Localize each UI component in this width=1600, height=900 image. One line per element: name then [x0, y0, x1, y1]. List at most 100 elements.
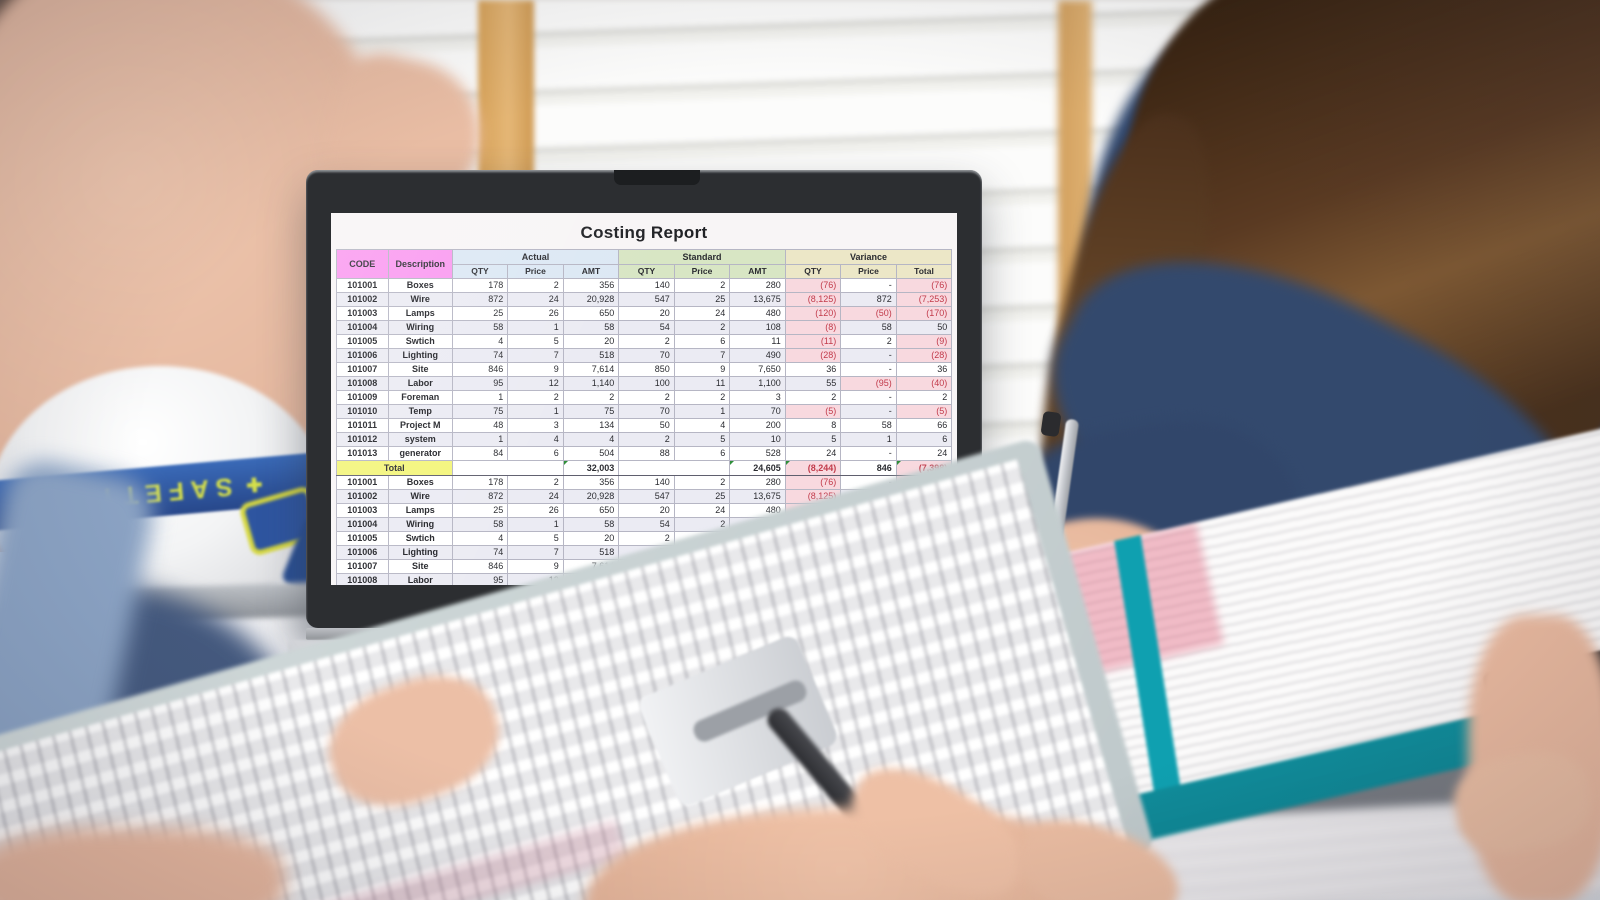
cell: 2: [784, 390, 842, 405]
cell: 24: [507, 489, 564, 504]
cell: (8): [784, 320, 842, 335]
cell: (11): [784, 334, 842, 349]
column-header-code: CODE: [335, 249, 389, 279]
cell: 480: [729, 306, 786, 321]
cell: 1: [507, 517, 564, 532]
cell: 7: [507, 545, 564, 560]
cell: 11: [673, 376, 731, 391]
cell: (28): [784, 348, 842, 363]
cell: 100: [618, 376, 675, 391]
cell: 101001: [335, 278, 389, 293]
cell: 528: [729, 446, 786, 461]
cell: 88: [618, 446, 675, 461]
cell: (7,253): [895, 292, 953, 307]
cell: -: [840, 446, 897, 461]
cell: 2: [840, 334, 897, 349]
cell: 7,614: [562, 362, 620, 377]
pen-right-cap: [1040, 410, 1062, 438]
cell: 101003: [335, 503, 389, 518]
cell: Wire: [387, 489, 453, 504]
cell: 140: [618, 475, 675, 490]
cell: 5: [784, 432, 842, 447]
cell: 872: [451, 292, 509, 307]
cell: 2: [673, 390, 731, 405]
cell: 25: [451, 503, 509, 518]
cell: 2: [618, 432, 675, 447]
cell: (76): [895, 278, 953, 293]
cell: 6: [673, 334, 731, 349]
cell: 356: [562, 278, 620, 293]
cell: 4: [673, 418, 731, 433]
cell: 54: [618, 517, 675, 532]
cell: 178: [451, 278, 509, 293]
cell: 50: [895, 320, 953, 335]
table-row: 101012 system 1 4 4 2 5 10 5 1 6: [335, 432, 953, 447]
cell: 58: [840, 418, 897, 433]
cell: 101007: [335, 362, 389, 377]
cell: 650: [562, 306, 620, 321]
cell: 24: [673, 306, 731, 321]
cell: 70: [618, 404, 675, 419]
column-header-actual-qty: QTY: [451, 264, 509, 279]
cell: 95: [451, 573, 509, 585]
cell: 2: [507, 390, 564, 405]
cell: 101008: [335, 376, 389, 391]
cell: 24: [784, 446, 842, 461]
cell: (8,244): [784, 460, 842, 476]
cell: 6: [507, 446, 564, 461]
cell: 178: [451, 475, 509, 490]
cell: 58: [451, 517, 509, 532]
cell: 24,605: [729, 460, 786, 476]
column-header-standard-qty: QTY: [618, 264, 675, 279]
cell: -: [840, 362, 897, 377]
cell: 872: [840, 292, 897, 307]
cell: (76): [784, 278, 842, 293]
cell: -: [840, 348, 897, 363]
cell: 2: [895, 390, 953, 405]
cell: 7: [673, 348, 731, 363]
cell: 5: [673, 432, 731, 447]
table-row: 101010 Temp 75 1 75 70 1 70 (5) - (5): [335, 404, 953, 419]
column-header-actual-amt: AMT: [562, 264, 620, 279]
cell: 48: [451, 418, 509, 433]
cell: Site: [387, 362, 453, 377]
cell: 58: [840, 320, 897, 335]
cell: 518: [562, 348, 620, 363]
cell: (5): [895, 404, 953, 419]
cell: 1: [673, 404, 731, 419]
plus-icon: ✚: [245, 471, 264, 495]
cell: 101006: [335, 545, 389, 560]
cell: 13,675: [729, 292, 786, 307]
cell: 872: [451, 489, 509, 504]
cell: 1: [840, 432, 897, 447]
cell: 504: [562, 446, 620, 461]
cell: 7: [507, 348, 564, 363]
left-person-corner-fingers: [0, 828, 285, 900]
cell: 55: [784, 376, 842, 391]
cell: 5: [507, 334, 564, 349]
cell: 58: [562, 517, 620, 532]
cell: 101012: [335, 432, 389, 447]
cell: 101002: [335, 489, 389, 504]
cell: 650: [562, 503, 620, 518]
cell: 20: [618, 503, 675, 518]
column-header-variance-price: Price: [840, 264, 897, 279]
cell: 26: [507, 503, 564, 518]
table-row: 101011 Project M 48 3 134 50 4 200 8 58 66: [335, 418, 953, 433]
costing-table-body: 101001 Boxes 178 2 356 140 2 280 (76) - (76) 101002…: [335, 278, 953, 585]
cell: 70: [729, 404, 786, 419]
cell: Boxes: [387, 475, 453, 490]
cell: (95): [840, 376, 897, 391]
cell: generator: [387, 446, 453, 461]
cell: 32,003: [562, 460, 620, 476]
cell: 1: [507, 320, 564, 335]
cell: 54: [618, 320, 675, 335]
cell: (8,125): [784, 292, 842, 307]
cell: 25: [451, 306, 509, 321]
cell: 101008: [335, 573, 389, 585]
